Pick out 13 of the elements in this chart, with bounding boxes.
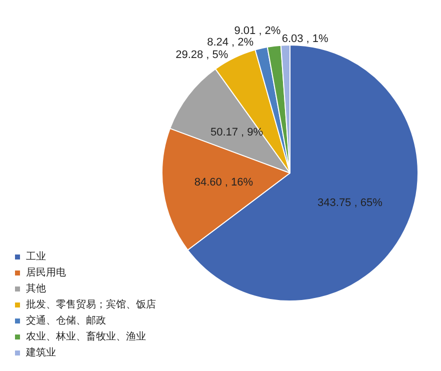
data-label: 6.03 , 1%	[282, 33, 329, 46]
legend-label: 工业	[26, 250, 46, 262]
data-label: 343.75 , 65%	[318, 196, 383, 209]
legend-label: 批发、零售贸易；宾馆、饭店	[26, 298, 156, 310]
data-label: 29.28 , 5%	[176, 48, 228, 61]
legend-label: 农业、林业、畜牧业、渔业	[26, 330, 146, 342]
legend-label: 其他	[26, 282, 46, 294]
data-label: 9.01 , 2%	[234, 25, 281, 38]
legend-label: 交通、仓储、邮政	[26, 314, 106, 326]
data-label: 84.60 , 16%	[194, 176, 254, 189]
legend-label: 建筑业	[25, 346, 56, 358]
legend-label: 居民用电	[26, 266, 66, 278]
data-label: 8.24 , 2%	[207, 36, 254, 48]
